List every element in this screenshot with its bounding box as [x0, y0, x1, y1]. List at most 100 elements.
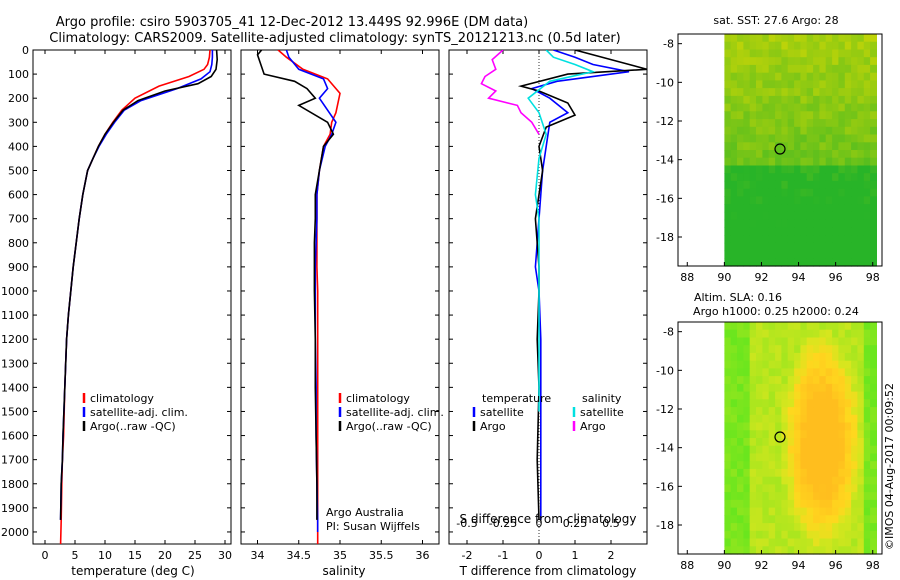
- map-cell: [724, 219, 732, 228]
- map-cell: [832, 57, 839, 66]
- map-cell: [749, 157, 757, 166]
- map-cell: [768, 258, 776, 267]
- map-cell: [806, 88, 814, 97]
- map-cell: [743, 523, 751, 532]
- map-cell: [775, 165, 782, 174]
- map-cell: [794, 34, 801, 43]
- map-cell: [775, 530, 782, 540]
- map-cell: [863, 57, 871, 66]
- map-cell: [768, 523, 776, 532]
- map-cell: [800, 515, 808, 524]
- map-cell: [794, 352, 801, 362]
- map-cell: [844, 250, 852, 259]
- map-cell: [724, 337, 732, 346]
- map-cell: [749, 41, 757, 50]
- map-cell: [870, 173, 877, 182]
- map-cell: [844, 430, 852, 439]
- map-cell: [730, 414, 738, 424]
- map-cell: [724, 391, 732, 400]
- map-cell: [857, 250, 865, 259]
- map-cell: [870, 329, 877, 338]
- map-cell: [832, 157, 839, 166]
- map-cell: [838, 34, 846, 43]
- map-cell: [857, 64, 865, 74]
- map-cell: [813, 461, 820, 470]
- map-cell: [781, 352, 789, 362]
- map-cell: [787, 64, 795, 74]
- map-cell: [756, 72, 763, 81]
- map-cell: [775, 142, 782, 151]
- map-cell: [800, 337, 808, 346]
- map-cell: [749, 103, 757, 112]
- map-cell: [806, 461, 814, 470]
- map-cell: [838, 453, 846, 462]
- map-cell: [851, 453, 858, 462]
- map-cell: [737, 461, 744, 470]
- map-cell: [724, 476, 732, 485]
- map-cell: [787, 476, 795, 485]
- map-cell: [768, 476, 776, 485]
- x-tick-label: 0: [536, 549, 543, 562]
- y-tick-label: -16: [656, 192, 674, 205]
- map-cell: [768, 438, 776, 447]
- map-cell: [775, 468, 782, 478]
- map-cell: [762, 538, 770, 547]
- map-cell: [844, 95, 852, 105]
- map-cell: [838, 242, 846, 252]
- map-cell: [800, 49, 808, 58]
- map-cell: [819, 173, 827, 182]
- map-cell: [762, 250, 770, 259]
- map-cell: [838, 49, 846, 58]
- map-cell: [749, 499, 757, 509]
- map-cell: [832, 484, 839, 493]
- map-cell: [806, 352, 814, 362]
- map-cell: [775, 49, 782, 58]
- map-cell: [870, 453, 877, 462]
- map-cell: [743, 142, 751, 151]
- map-cell: [806, 49, 814, 58]
- map-cell: [794, 391, 801, 400]
- map-cell: [819, 196, 827, 205]
- map-cell: [819, 476, 827, 485]
- map-cell: [762, 345, 770, 354]
- map-cell: [730, 476, 738, 485]
- map-cell: [851, 134, 858, 143]
- map-cell: [806, 204, 814, 213]
- map-cell: [762, 407, 770, 416]
- map-cell: [743, 492, 751, 501]
- map-cell: [870, 515, 877, 524]
- map-cell: [857, 468, 865, 478]
- map-cell: [857, 188, 865, 197]
- map-cell: [838, 376, 846, 385]
- map-cell: [775, 461, 782, 470]
- map-cell: [819, 523, 827, 532]
- map-cell: [870, 399, 877, 408]
- map-cell: [857, 523, 865, 532]
- map-cell: [870, 242, 877, 252]
- x-tick-label: -1: [498, 549, 509, 562]
- map-cell: [775, 546, 782, 555]
- map-cell: [787, 515, 795, 524]
- map-cell: [762, 88, 770, 97]
- map-cell: [813, 157, 820, 166]
- map-cell: [825, 49, 833, 58]
- map-cell: [794, 211, 801, 221]
- map-cell: [730, 64, 738, 74]
- map-cell: [794, 250, 801, 259]
- map-cell: [813, 322, 820, 331]
- map-cell: [737, 165, 744, 174]
- map-cell: [743, 538, 751, 547]
- map-cell: [870, 88, 877, 97]
- map-cell: [825, 150, 833, 159]
- map-cell: [838, 95, 846, 105]
- map-cell: [762, 235, 770, 244]
- map-cell: [832, 142, 839, 151]
- map-cell: [724, 492, 732, 501]
- map-cell: [787, 445, 795, 454]
- map-cell: [870, 235, 877, 244]
- map-cell: [819, 111, 827, 120]
- map-cell: [724, 204, 732, 213]
- map-cell: [781, 546, 789, 555]
- map-cell: [806, 345, 814, 354]
- map-cell: [870, 134, 877, 143]
